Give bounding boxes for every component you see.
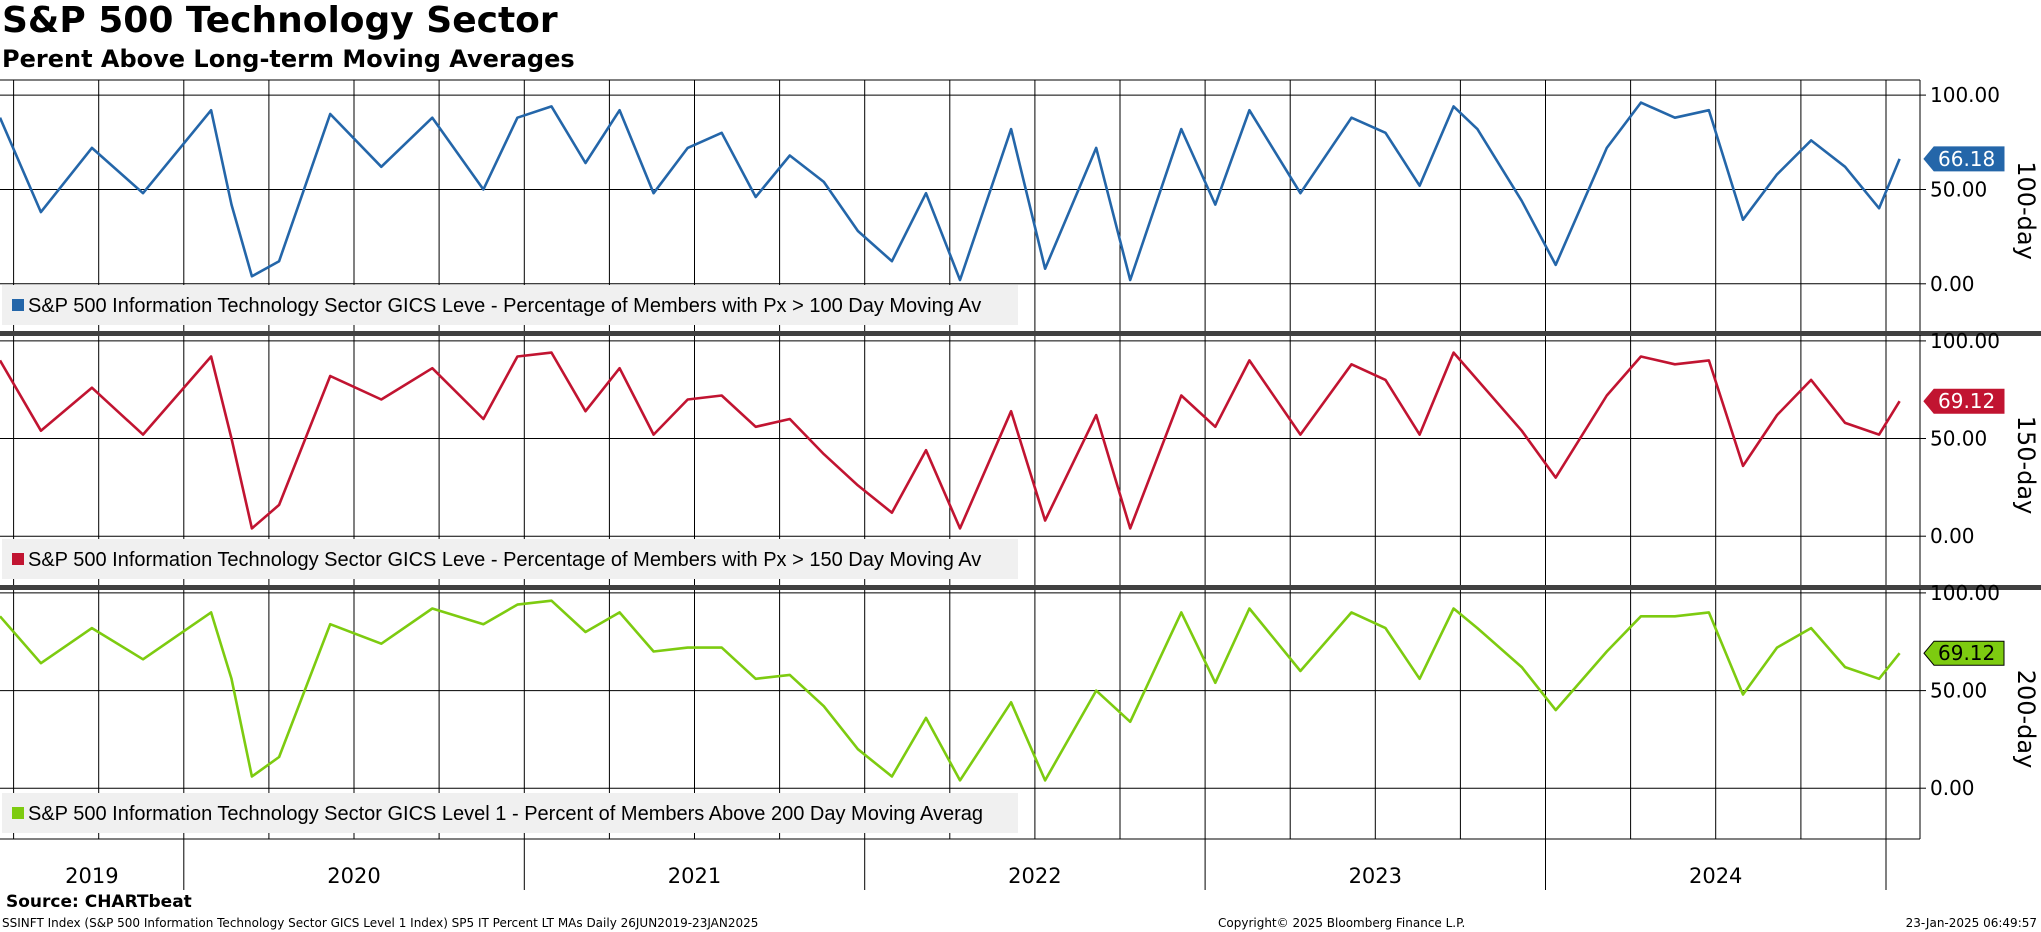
y-tick-label: 100.00 [1930,83,2000,107]
last-value-label: 66.18 [1938,147,1995,171]
last-value-flag [1923,388,2005,414]
y-tick-label: 50.00 [1930,178,1987,202]
last-value-flag [1923,146,2005,172]
legends: S&P 500 Information Technology Sector GI… [2,285,1018,833]
x-tick-label: 2020 [327,864,380,888]
y-tick-label: 100.00 [1930,329,2000,353]
footer-index-info: SSINFT Index (S&P 500 Information Techno… [2,916,759,930]
legend-box [2,539,1018,579]
y-axes: 100.00 50.00 0.00 66.18 100-day 100.00 50.00 0.… [1919,80,2040,839]
footer-copyright: Copyright© 2025 Bloomberg Finance L.P. [1218,916,1466,930]
x-tick-label: 2021 [668,864,721,888]
legend-swatch [12,553,24,565]
y-tick-label: 50.00 [1930,679,1987,703]
panel-label: 100-day [2012,161,2040,260]
last-value-flag [1923,640,2005,666]
x-tick-label: 2024 [1689,864,1742,888]
chart-title: S&P 500 Technology Sector [2,0,558,41]
chart-subtitle: Perent Above Long-term Moving Averages [2,45,575,73]
x-tick-label: 2023 [1349,864,1402,888]
legend-swatch [12,807,24,819]
y-tick-label: 0.00 [1930,776,1975,800]
panel-separators [0,79,2041,840]
source-note: Source: CHARTbeat [6,892,192,912]
x-axis: 2019 2020 2021 2022 2023 2024 [65,839,1887,890]
legend-label: S&P 500 Information Technology Sector GI… [28,549,981,571]
y-tick-label: 100.00 [1930,581,2000,605]
legend-swatch [12,299,24,311]
legend-label: S&P 500 Information Technology Sector GI… [28,803,983,825]
legend-box [2,793,1018,833]
panel-separator [0,585,2041,590]
series-line-200-day [0,599,1901,782]
last-value-label: 69.12 [1938,389,1995,413]
series-lines [0,101,1901,782]
last-value-label: 69.12 [1938,641,1995,665]
series-line-150-day [0,351,1901,530]
series-line-100-day [0,101,1901,282]
legend-label: S&P 500 Information Technology Sector GI… [28,295,981,317]
y-tick-label: 0.00 [1930,524,1975,548]
grid-lines [0,80,1920,839]
legend-box [2,285,1018,325]
x-tick-label: 2022 [1008,864,1061,888]
panel-label: 200-day [2012,670,2040,769]
panel-label: 150-day [2012,416,2040,515]
panel-separator [0,331,2041,336]
x-tick-label: 2019 [65,864,118,888]
y-tick-label: 50.00 [1930,427,1987,451]
y-tick-label: 0.00 [1930,272,1975,296]
footer-timestamp: 23-Jan-2025 06:49:57 [1905,916,2037,930]
